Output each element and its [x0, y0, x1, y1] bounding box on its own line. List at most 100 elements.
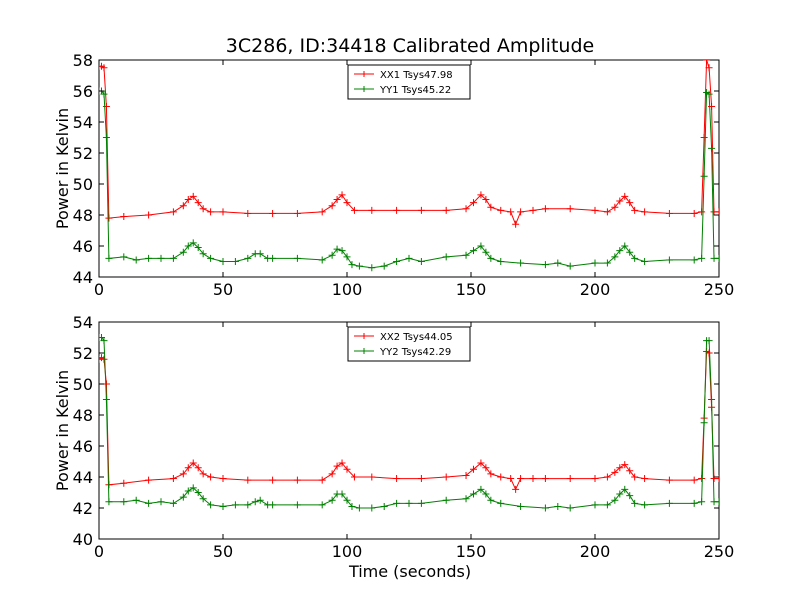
top-data-point-yy — [393, 258, 401, 265]
bottom-legend-marker-xx — [361, 333, 367, 339]
top-legend: XX1 Tsys47.98 YY1 Tsys45.22 — [347, 64, 471, 100]
bottom-data-point-yy — [120, 498, 128, 506]
top-y-tick-label: 44 — [73, 268, 93, 287]
top-data-point-yy — [631, 254, 639, 262]
top-data-point-yy — [179, 248, 187, 256]
bottom-data-point-yy — [698, 498, 706, 506]
top-data-point-yy — [184, 242, 192, 250]
top-data-point-yy — [132, 256, 140, 264]
bottom-data-point-yy — [611, 496, 619, 504]
top-data-point-xx — [343, 199, 351, 207]
top-y-axis-label: Power in Kelvin — [53, 108, 72, 229]
bottom-data-point-xx — [603, 473, 611, 481]
bottom-data-point-yy — [102, 396, 110, 403]
bottom-data-point-yy — [343, 496, 351, 504]
bottom-data-point-xx — [665, 476, 673, 484]
bottom-data-point-yy — [665, 499, 673, 507]
bottom-data-point-yy — [219, 502, 227, 510]
bottom-data-point-yy — [700, 419, 708, 427]
top-data-point-yy — [715, 254, 719, 262]
bottom-data-point-xx — [482, 464, 490, 472]
top-data-point-xx — [417, 206, 425, 214]
top-data-point-xx — [393, 206, 401, 214]
top-data-point-yy — [231, 258, 239, 265]
bottom-data-point-xx — [100, 355, 108, 363]
top-data-point-xx — [169, 208, 177, 216]
top-data-point-yy — [244, 254, 252, 262]
bottom-data-point-xx — [541, 475, 549, 483]
bottom-data-point-xx — [611, 468, 619, 476]
top-data-point-xx — [541, 205, 549, 213]
top-data-point-yy — [708, 144, 716, 152]
bottom-data-point-xx — [350, 473, 358, 481]
top-data-point-xx — [328, 202, 336, 210]
bottom-data-point-xx — [207, 473, 215, 481]
bottom-x-tick-label: 150 — [456, 542, 487, 561]
top-data-point-yy — [700, 172, 708, 180]
top-data-point-xx — [715, 208, 719, 216]
bottom-y-tick-label: 40 — [73, 530, 93, 549]
bottom-data-point-yy — [477, 485, 485, 493]
bottom-legend: XX2 Tsys44.05 YY2 Tsys42.29 — [347, 326, 471, 362]
top-data-point-xx — [120, 213, 128, 221]
top-data-point-xx — [350, 206, 358, 214]
bottom-data-point-yy — [517, 502, 525, 510]
top-data-point-xx — [616, 197, 624, 205]
bottom-data-point-xx — [189, 459, 197, 467]
top-data-point-xx — [703, 60, 711, 64]
bottom-data-point-xx — [529, 475, 537, 483]
bottom-y-tick-label: 54 — [73, 313, 93, 332]
top-data-point-xx — [690, 209, 698, 217]
bottom-data-point-xx — [368, 473, 376, 481]
bottom-data-point-yy — [368, 504, 376, 512]
top-x-tick-label: 150 — [456, 280, 487, 299]
bottom-x-tick-label: 50 — [213, 542, 233, 561]
top-data-point-xx — [626, 199, 634, 207]
top-data-point-yy — [102, 134, 110, 141]
bottom-data-point-xx — [690, 476, 698, 484]
bottom-data-point-xx — [333, 462, 341, 470]
bottom-data-point-xx — [417, 475, 425, 483]
bottom-data-point-xx — [698, 475, 706, 483]
top-data-point-yy — [541, 261, 549, 269]
top-data-point-xx — [529, 206, 537, 214]
top-data-point-xx — [194, 199, 202, 207]
top-y-tick-label: 48 — [73, 206, 93, 225]
bottom-data-point-yy — [469, 490, 477, 498]
top-data-point-xx — [368, 206, 376, 214]
top-data-point-yy — [157, 254, 165, 262]
top-axis-ticks: 0 50 100 150 200 250 44 46 48 50 52 54 56 58 — [73, 51, 735, 299]
bottom-data-point-yy — [566, 504, 574, 512]
bottom-data-point-yy — [462, 495, 470, 503]
top-data-point-yy — [293, 254, 301, 262]
bottom-data-point-xx — [566, 475, 574, 483]
bottom-data-point-yy — [348, 502, 356, 510]
bottom-x-tick-label: 200 — [580, 542, 611, 561]
top-data-point-yy — [690, 256, 698, 264]
bottom-data-point-yy — [256, 496, 264, 504]
top-data-point-yy — [566, 262, 574, 270]
top-panel: 0 50 100 150 200 250 44 46 48 50 52 54 56 58 Power in… — [53, 51, 734, 299]
top-data-point-xx — [318, 208, 326, 216]
top-plot-marks — [99, 60, 719, 272]
top-data-point-xx — [199, 205, 207, 213]
top-data-point-yy — [207, 254, 215, 262]
top-data-point-xx — [477, 191, 485, 199]
bottom-data-point-yy — [328, 496, 336, 504]
bottom-data-point-xx — [507, 475, 515, 483]
bottom-data-point-xx — [343, 465, 351, 473]
top-data-point-yy — [554, 259, 562, 267]
top-data-point-xx — [179, 202, 187, 210]
bottom-data-point-yy — [179, 493, 187, 501]
top-data-point-yy — [328, 251, 336, 259]
bottom-data-point-xx — [462, 471, 470, 479]
bottom-data-point-yy — [631, 499, 639, 507]
top-data-point-xx — [469, 199, 477, 207]
top-data-point-yy — [616, 247, 624, 255]
top-x-tick-label: 250 — [704, 280, 735, 299]
chart-title: 3C286, ID:34418 Calibrated Amplitude — [226, 35, 594, 57]
top-data-point-yy — [269, 254, 277, 262]
bottom-data-point-xx — [497, 473, 505, 481]
top-data-point-xx — [507, 208, 515, 216]
top-x-tick-label: 0 — [94, 280, 104, 299]
